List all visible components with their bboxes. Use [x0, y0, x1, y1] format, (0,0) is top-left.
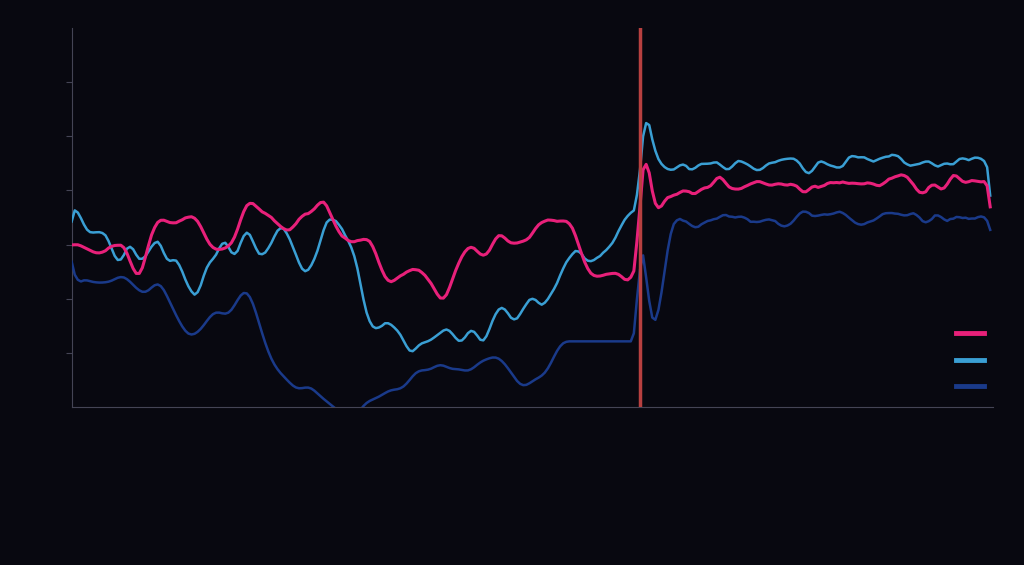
Legend: , , : , , [950, 321, 993, 399]
